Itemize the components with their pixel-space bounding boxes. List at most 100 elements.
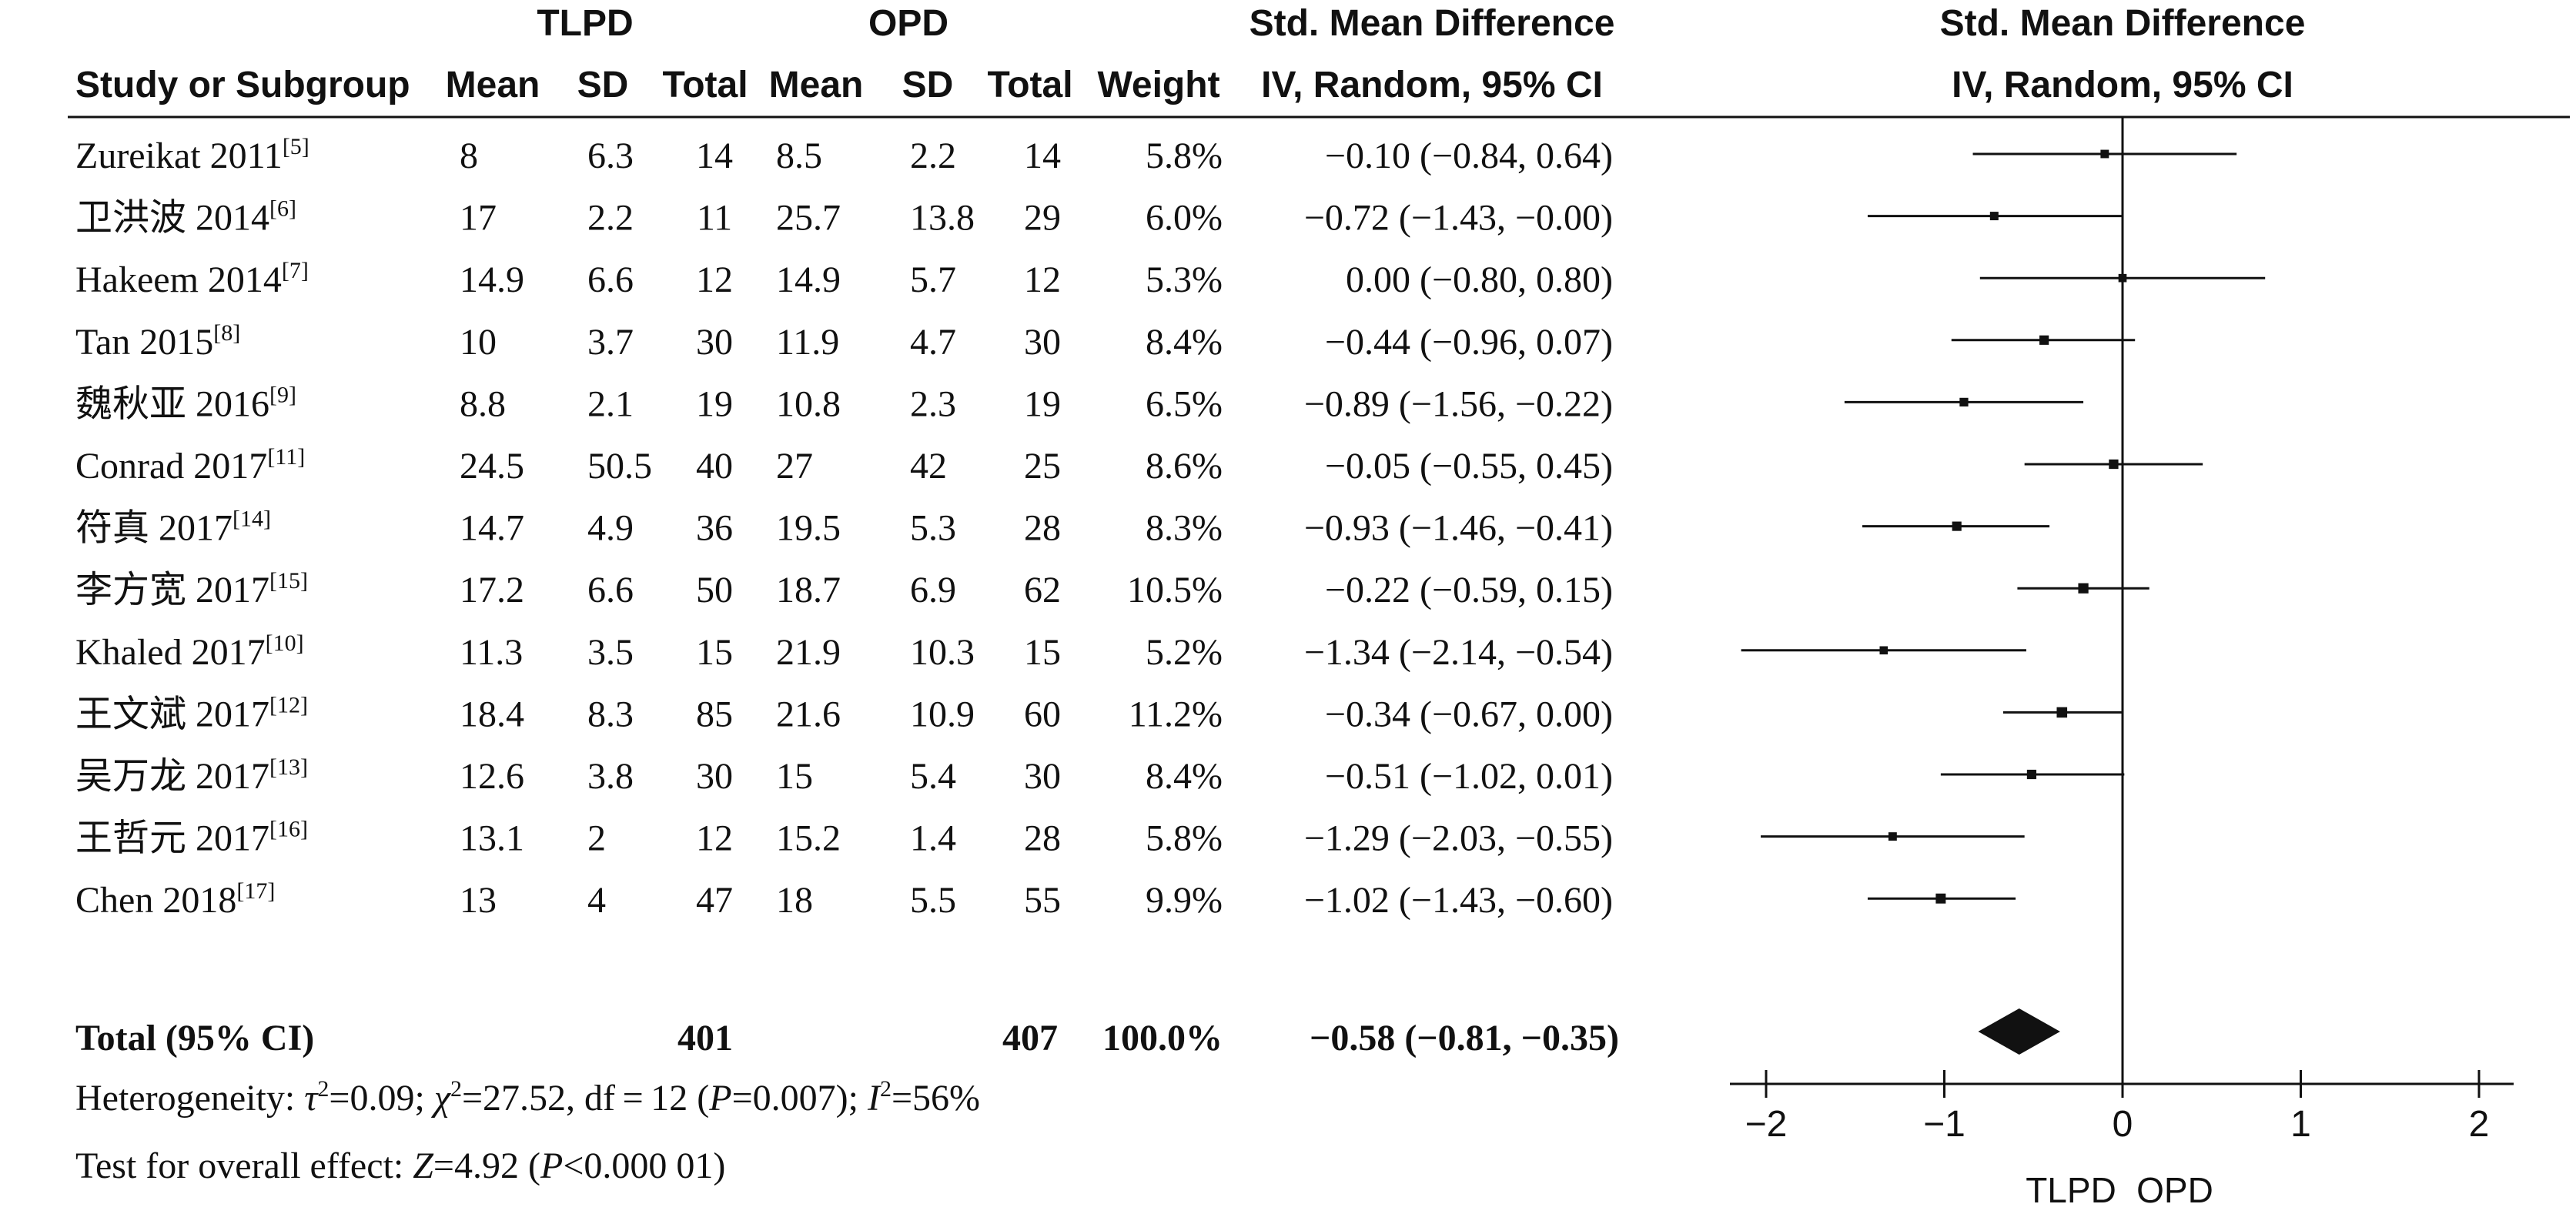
point-estimate bbox=[2026, 769, 2037, 780]
col-sd-1: SD bbox=[577, 65, 629, 105]
col-total-2: Total bbox=[987, 65, 1072, 105]
cell-total-2: 60 bbox=[1024, 694, 1061, 734]
cell-sd-1: 3.8 bbox=[587, 756, 634, 797]
point-estimate bbox=[1959, 397, 1969, 407]
cell-total-1: 47 bbox=[696, 880, 733, 921]
cell-total-2: 62 bbox=[1024, 570, 1061, 610]
cell-weight: 10.5% bbox=[1127, 570, 1223, 610]
cell-total-2: 14 bbox=[1024, 135, 1061, 176]
cell-sd-1: 4 bbox=[587, 880, 606, 921]
cell-total-2: 12 bbox=[1024, 259, 1061, 300]
overall-effect-text: Test for overall effect: Z=4.92 (P<0.000… bbox=[75, 1145, 725, 1186]
cell-mean-2: 14.9 bbox=[776, 259, 841, 300]
x-tick-label: 1 bbox=[2290, 1104, 2311, 1145]
x-tick-label: −1 bbox=[1923, 1104, 1965, 1145]
study-name: Conrad 2017[11] bbox=[75, 444, 305, 487]
cell-ci: −0.10 (−0.84, 0.64) bbox=[1325, 135, 1613, 176]
cell-total-2: 30 bbox=[1024, 322, 1061, 363]
table-row: 魏秋亚 2016[9] 8.8 2.1 19 10.8 2.3 19 6.5% −0.89 (−… bbox=[75, 382, 1613, 424]
cell-sd-2: 4.7 bbox=[910, 322, 956, 363]
cell-ci: −1.29 (−2.03, −0.55) bbox=[1304, 818, 1613, 859]
study-name: 王文斌 2017[12] bbox=[75, 692, 308, 734]
table-row: Tan 2015[8] 10 3.7 30 11.9 4.7 30 8.4% −0.44 (−0… bbox=[75, 320, 1613, 363]
cell-sd-2: 5.3 bbox=[910, 508, 956, 549]
cell-total-2: 19 bbox=[1024, 383, 1061, 424]
cell-mean-2: 19.5 bbox=[776, 508, 841, 549]
cell-ci: −1.34 (−2.14, −0.54) bbox=[1304, 632, 1613, 673]
cell-mean-1: 12.6 bbox=[460, 756, 524, 797]
cell-total-1: 36 bbox=[696, 508, 733, 549]
cell-ci: −0.05 (−0.55, 0.45) bbox=[1325, 446, 1613, 487]
cell-total-1: 14 bbox=[696, 135, 733, 176]
study-name: 王哲元 2017[16] bbox=[75, 817, 308, 859]
cell-ci: −0.44 (−0.96, 0.07) bbox=[1325, 322, 1613, 363]
cell-sd-1: 2.1 bbox=[587, 383, 634, 424]
group2-header: OPD bbox=[868, 3, 948, 44]
summary-diamond bbox=[1978, 1008, 2060, 1055]
cell-mean-1: 13.1 bbox=[460, 818, 524, 859]
cell-mean-2: 18 bbox=[776, 880, 813, 921]
table-row: 李方宽 2017[15] 17.2 6.6 50 18.7 6.9 62 10.5% −0.22… bbox=[75, 568, 1613, 610]
cell-sd-1: 6.6 bbox=[587, 259, 634, 300]
cell-sd-1: 2.2 bbox=[587, 198, 634, 239]
cell-sd-1: 3.7 bbox=[587, 322, 634, 363]
cell-total-1: 12 bbox=[696, 259, 733, 300]
col-sd-2: SD bbox=[902, 65, 954, 105]
cell-mean-1: 17 bbox=[460, 198, 497, 239]
cell-sd-2: 6.9 bbox=[910, 570, 956, 610]
cell-sd-2: 10.9 bbox=[910, 694, 975, 734]
table-row: 吴万龙 2017[13] 12.6 3.8 30 15 5.4 30 8.4% −0.51 (−… bbox=[75, 754, 1613, 797]
heterogeneity-text: Heterogeneity: τ2=0.09; χ2=27.52, df = 1… bbox=[75, 1076, 980, 1119]
cell-sd-2: 2.2 bbox=[910, 135, 956, 176]
table-row: 王文斌 2017[12] 18.4 8.3 85 21.6 10.9 60 11.2% −0.3… bbox=[75, 692, 1613, 734]
smd-method: IV, Random, 95% CI bbox=[1261, 65, 1603, 105]
point-estimate bbox=[2056, 707, 2068, 718]
cell-total-1: 85 bbox=[696, 694, 733, 734]
point-estimate bbox=[2039, 335, 2049, 345]
table-row: Zureikat 2011[5] 8 6.3 14 8.5 2.2 14 5.8% −0.10 … bbox=[75, 134, 1613, 176]
cell-weight: 5.8% bbox=[1146, 135, 1223, 176]
cell-total-1: 40 bbox=[696, 446, 733, 487]
total-weight: 100.0% bbox=[1102, 1018, 1223, 1058]
cell-total-2: 15 bbox=[1024, 632, 1061, 673]
study-name: 吴万龙 2017[13] bbox=[75, 754, 308, 797]
cell-mean-2: 18.7 bbox=[776, 570, 841, 610]
cell-total-1: 11 bbox=[697, 198, 732, 239]
cell-mean-2: 25.7 bbox=[776, 198, 841, 239]
study-name: 符真 2017[14] bbox=[75, 507, 271, 549]
cell-weight: 5.8% bbox=[1146, 818, 1223, 859]
cell-mean-1: 13 bbox=[460, 880, 497, 921]
cell-weight: 5.2% bbox=[1146, 632, 1223, 673]
cell-total-2: 55 bbox=[1024, 880, 1061, 921]
study-name: Khaled 2017[10] bbox=[75, 630, 304, 673]
cell-total-1: 50 bbox=[696, 570, 733, 610]
plot-title: Std. Mean Difference bbox=[1940, 3, 2306, 44]
point-estimate bbox=[1879, 646, 1889, 655]
point-estimate bbox=[1952, 521, 1962, 531]
cell-sd-2: 42 bbox=[910, 446, 947, 487]
cell-total-1: 19 bbox=[696, 383, 733, 424]
point-estimate bbox=[2109, 459, 2119, 470]
cell-sd-2: 5.5 bbox=[910, 880, 956, 921]
group1-header: TLPD bbox=[537, 3, 633, 44]
cell-weight: 8.4% bbox=[1146, 756, 1223, 797]
favors-right-label: OPD bbox=[2136, 1170, 2213, 1210]
total-label: Total (95% CI) bbox=[75, 1018, 314, 1058]
total-n1: 401 bbox=[677, 1018, 733, 1058]
study-name: 卫洪波 2014[6] bbox=[75, 196, 296, 239]
cell-total-1: 30 bbox=[696, 756, 733, 797]
cell-mean-2: 15.2 bbox=[776, 818, 841, 859]
study-name: 李方宽 2017[15] bbox=[75, 568, 308, 610]
table-row: 卫洪波 2014[6] 17 2.2 11 25.7 13.8 29 6.0% −0.72 (−… bbox=[75, 196, 1613, 239]
cell-sd-2: 10.3 bbox=[910, 632, 975, 673]
cell-weight: 6.5% bbox=[1146, 383, 1223, 424]
cell-mean-1: 14.9 bbox=[460, 259, 524, 300]
cell-total-2: 28 bbox=[1024, 508, 1061, 549]
cell-weight: 8.4% bbox=[1146, 322, 1223, 363]
cell-sd-1: 6.6 bbox=[587, 570, 634, 610]
point-estimate bbox=[1989, 212, 1999, 221]
col-mean-1: Mean bbox=[446, 65, 540, 105]
x-tick-label: −2 bbox=[1745, 1104, 1788, 1145]
cell-mean-2: 27 bbox=[776, 446, 813, 487]
